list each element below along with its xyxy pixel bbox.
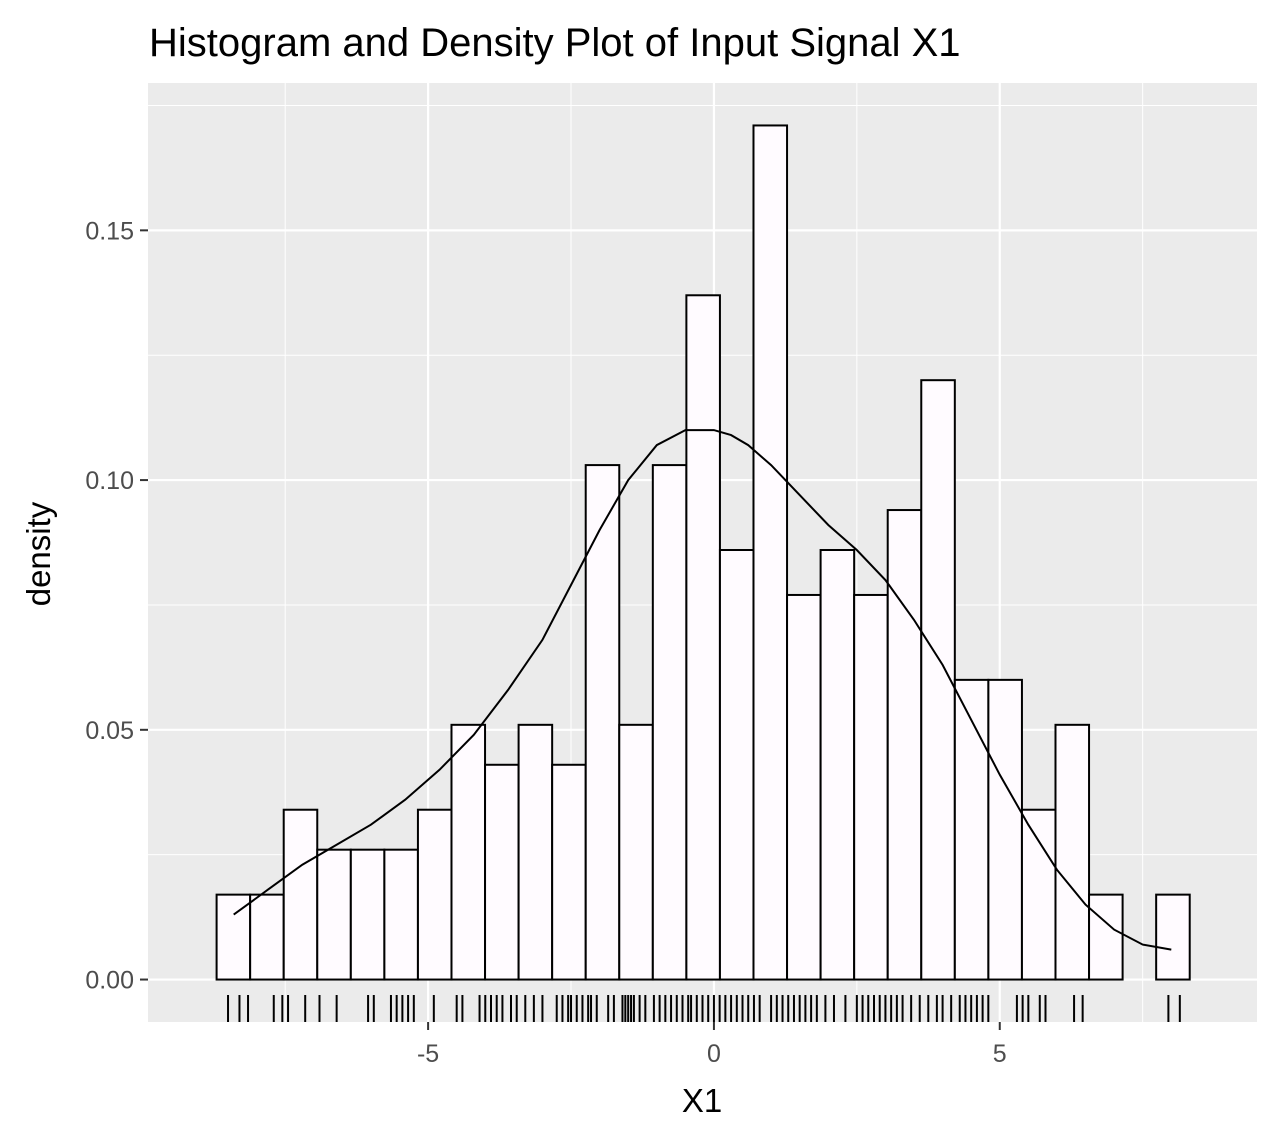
histogram-bar (484, 763, 520, 981)
y-tick-label: 0.15 (85, 217, 134, 245)
histogram-bar (886, 509, 923, 981)
chart-title: Histogram and Density Plot of Input Sign… (149, 21, 961, 65)
histogram-bar (1020, 808, 1057, 981)
x-axis: -5 0 5 (417, 1022, 1007, 1068)
histogram-bar (249, 893, 285, 981)
histogram-bar (450, 723, 487, 981)
x-tick-label: 0 (707, 1040, 721, 1068)
rug-marks (227, 995, 1181, 1022)
histogram-bar (349, 848, 386, 981)
y-axis-title: density (20, 501, 57, 606)
histogram-bar (618, 723, 654, 981)
histogram-bar (987, 678, 1023, 981)
histogram-bar (282, 808, 319, 981)
histogram-bar (551, 763, 587, 981)
histogram-bar (920, 379, 956, 981)
histogram-bar (584, 464, 621, 981)
histogram-bar (517, 723, 554, 981)
x-axis-title: X1 (682, 1082, 722, 1119)
x-tick-label: -5 (417, 1040, 439, 1068)
histogram-bar (718, 549, 755, 981)
y-axis: 0.00 0.05 0.10 0.15 (85, 217, 148, 995)
histogram-bar (416, 808, 453, 981)
density-curve (233, 429, 1172, 951)
histogram-bar (1155, 893, 1191, 981)
y-tick-label: 0.05 (85, 717, 134, 745)
histogram-bar (819, 549, 856, 981)
x-tick-label: 5 (993, 1040, 1007, 1068)
histogram-bar (316, 848, 352, 981)
y-tick-label: 0.00 (85, 967, 134, 995)
histogram-bar (953, 678, 990, 981)
histogram-bars (215, 124, 1191, 981)
histogram-bar (853, 593, 889, 981)
histogram-bar (1088, 893, 1124, 981)
histogram-bar (383, 848, 419, 981)
histogram-bar (1054, 723, 1091, 981)
histogram-bar (651, 464, 688, 981)
histogram-bar (786, 593, 822, 981)
histogram-bar (752, 124, 789, 981)
histogram-bar (685, 294, 721, 981)
y-tick-label: 0.10 (85, 467, 134, 495)
